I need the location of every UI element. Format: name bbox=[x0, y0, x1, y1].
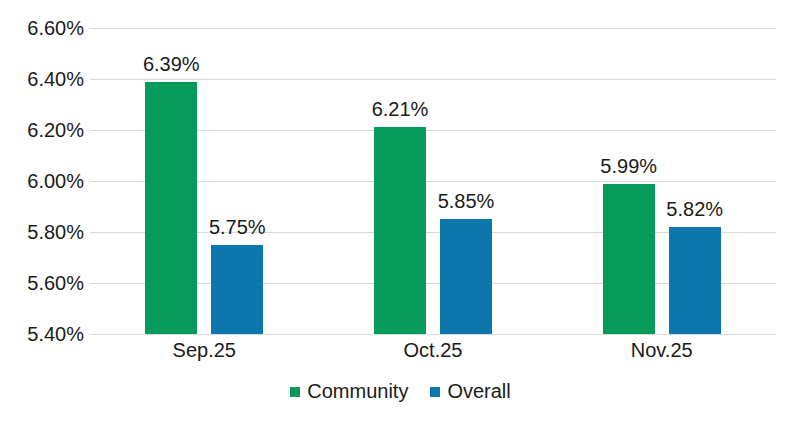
data-label-community-nov.25: 5.99% bbox=[600, 156, 657, 176]
legend-label-community: Community bbox=[307, 380, 408, 403]
bar-overall-oct.25 bbox=[440, 219, 492, 334]
gridline bbox=[90, 334, 776, 335]
data-label-community-oct.25: 6.21% bbox=[372, 99, 429, 119]
legend-item-community: Community bbox=[290, 380, 408, 403]
gridline bbox=[90, 79, 776, 80]
legend-item-overall: Overall bbox=[430, 380, 510, 403]
y-axis-tick-label: 6.60% bbox=[0, 18, 84, 38]
y-axis-tick-label: 5.60% bbox=[0, 273, 84, 293]
data-label-overall-oct.25: 5.85% bbox=[438, 191, 495, 211]
data-label-community-sep.25: 6.39% bbox=[143, 54, 200, 74]
community-swatch bbox=[290, 387, 300, 397]
y-axis-tick-label: 5.40% bbox=[0, 324, 84, 344]
bar-overall-sep.25 bbox=[211, 245, 263, 334]
legend: Community Overall bbox=[0, 380, 801, 403]
x-axis-label-nov.25: Nov.25 bbox=[631, 340, 693, 360]
legend-label-overall: Overall bbox=[447, 380, 510, 403]
x-axis-label-sep.25: Sep.25 bbox=[173, 340, 236, 360]
data-label-overall-sep.25: 5.75% bbox=[209, 217, 266, 237]
x-axis-label-oct.25: Oct.25 bbox=[404, 340, 463, 360]
y-axis-tick-label: 5.80% bbox=[0, 222, 84, 242]
bar-chart: 5.40% 5.60% 5.80% 6.00% 6.20% 6.40% 6.60% 6.39… bbox=[0, 0, 801, 421]
y-axis-tick-label: 6.40% bbox=[0, 69, 84, 89]
gridline bbox=[90, 28, 776, 29]
y-axis-tick-label: 6.00% bbox=[0, 171, 84, 191]
bar-overall-nov.25 bbox=[669, 227, 721, 334]
y-axis-tick-label: 6.20% bbox=[0, 120, 84, 140]
bar-community-nov.25 bbox=[603, 184, 655, 335]
data-label-overall-nov.25: 5.82% bbox=[666, 199, 723, 219]
bar-community-sep.25 bbox=[145, 82, 197, 334]
overall-swatch bbox=[430, 387, 440, 397]
bar-community-oct.25 bbox=[374, 127, 426, 334]
